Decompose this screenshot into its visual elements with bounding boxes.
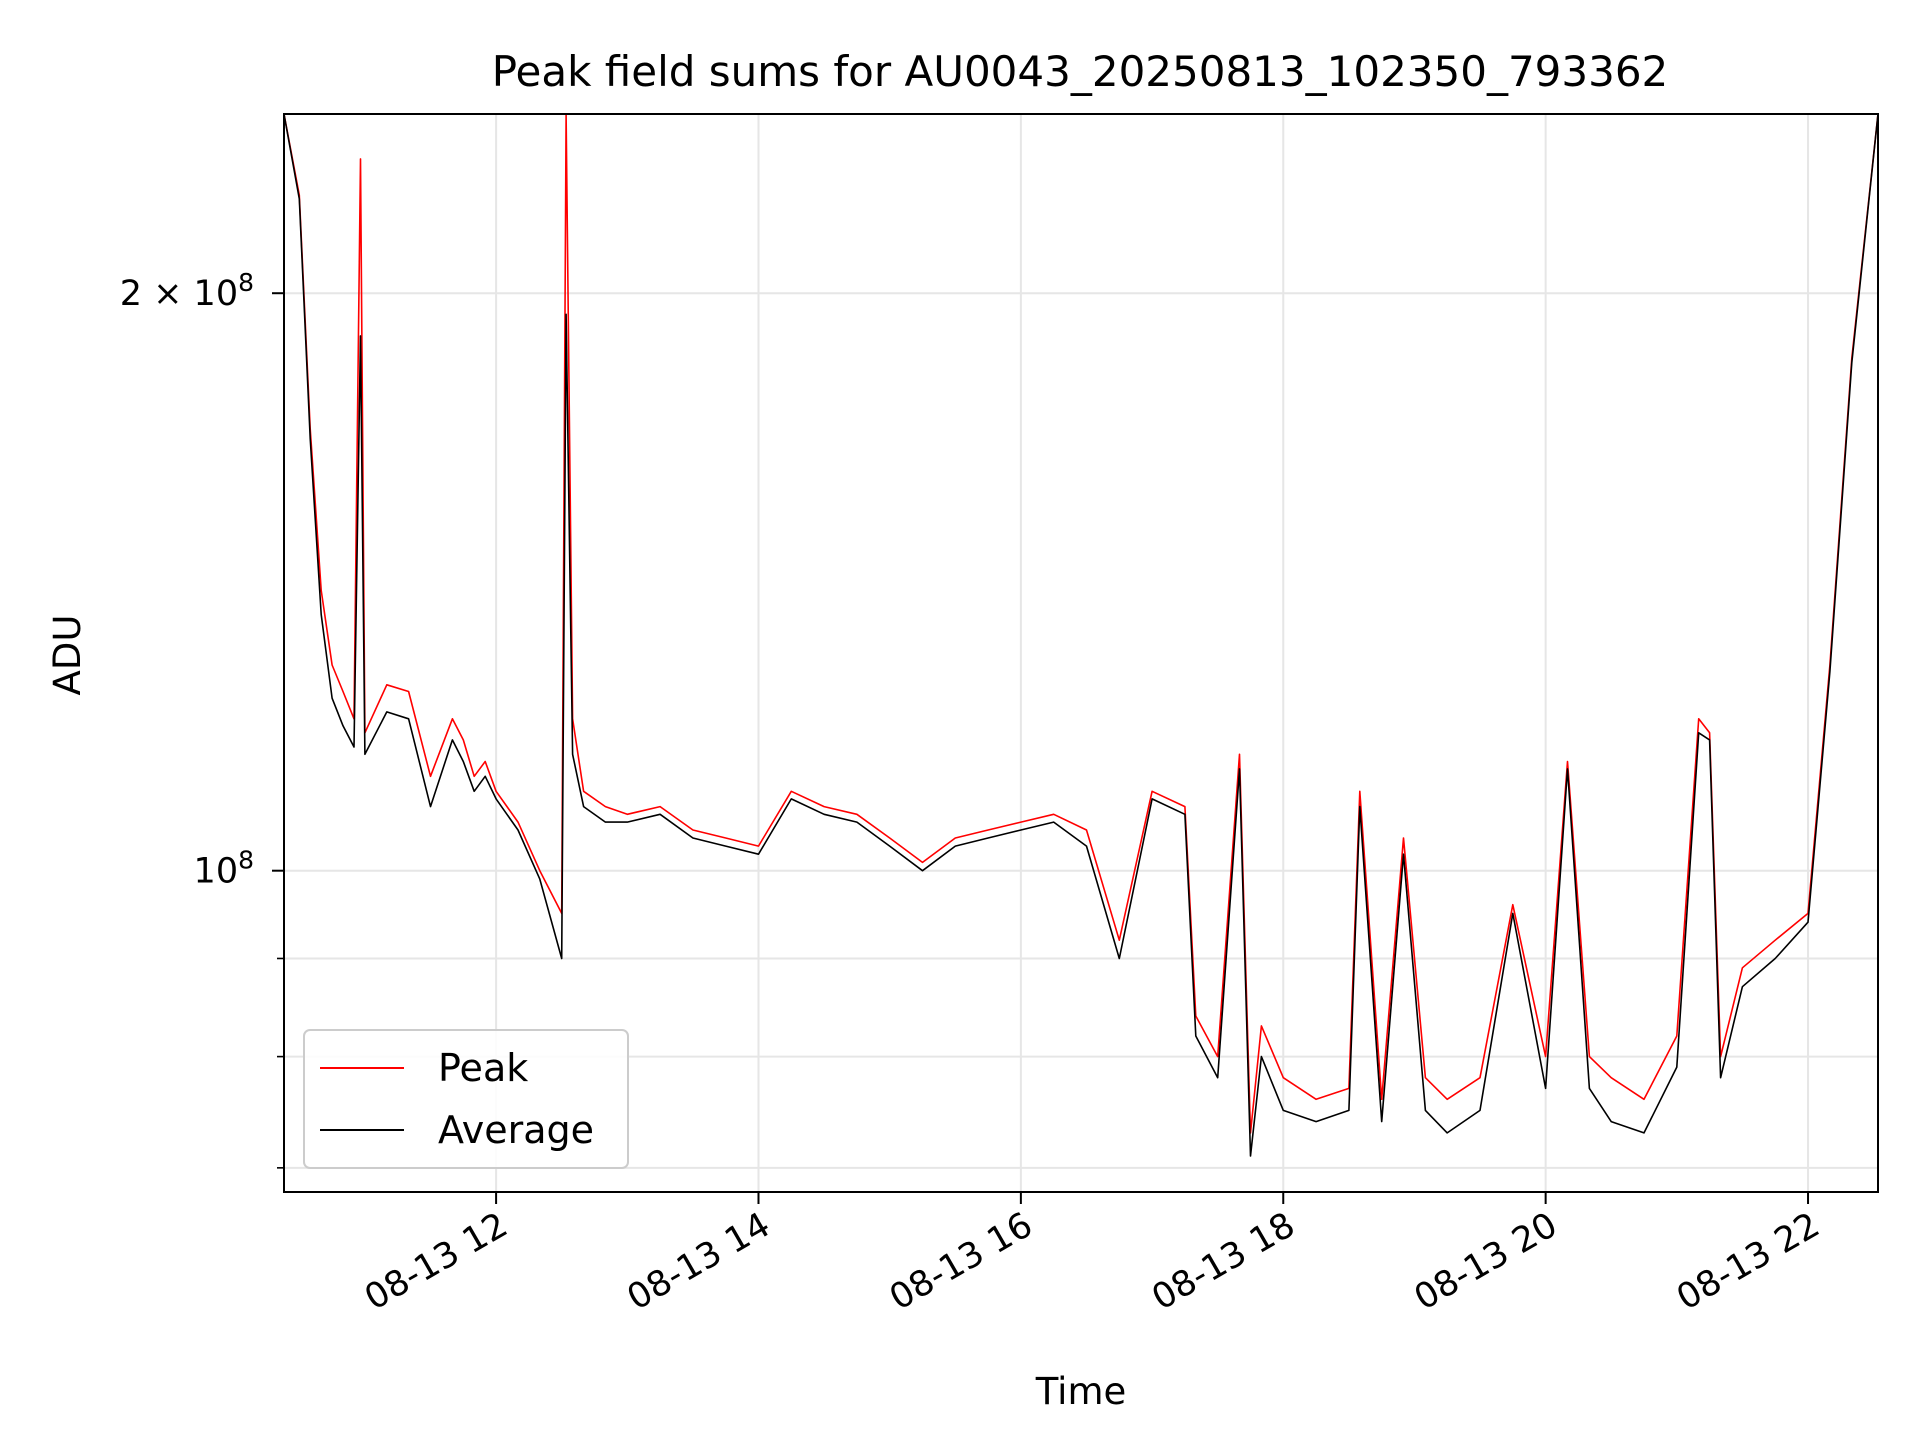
- y-tick-label: 2 × 108: [120, 268, 254, 314]
- series-line-peak: [283, 113, 1879, 1134]
- y-tick-label: 108: [194, 846, 254, 892]
- x-axis-label: Time: [1035, 1370, 1127, 1413]
- plot-frame: [283, 113, 1879, 1193]
- legend-box: [303, 1029, 629, 1169]
- series-lines: [283, 113, 1879, 1157]
- y-axis: 2 × 108 108: [120, 268, 284, 1169]
- legend-label-average: Average: [438, 1108, 594, 1152]
- legend-label-peak: Peak: [438, 1046, 528, 1090]
- gridlines: [284, 114, 1878, 1192]
- legend: Peak Average: [303, 1029, 629, 1169]
- chart-title: Peak field sums for AU0043_20250813_1023…: [492, 47, 1669, 96]
- series-line-average: [283, 113, 1879, 1157]
- y-axis-label: ADU: [46, 615, 89, 696]
